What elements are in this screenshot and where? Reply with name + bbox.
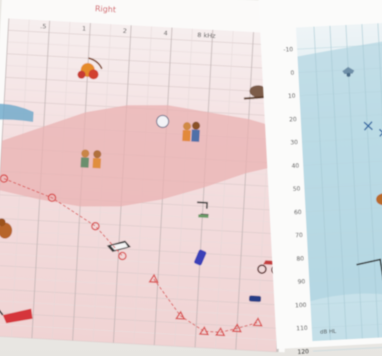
gridline-horizontal bbox=[308, 253, 382, 259]
gridline-vertical bbox=[345, 24, 363, 339]
gridline-horizontal bbox=[309, 276, 382, 282]
gridline-horizontal bbox=[312, 346, 382, 352]
faucet-icon bbox=[197, 201, 209, 218]
gridline-vertical bbox=[313, 26, 331, 341]
db-tick-label: 60 bbox=[294, 209, 302, 216]
frequency-tick-label: 8 kHz bbox=[197, 31, 216, 40]
blue-water-band bbox=[0, 103, 34, 122]
left-speech-band bbox=[297, 40, 382, 302]
db-tick-label: 0 bbox=[290, 70, 294, 77]
frequency-tick-label: 1 bbox=[82, 25, 87, 33]
x-mark bbox=[363, 121, 373, 131]
car-icon bbox=[248, 295, 262, 303]
gridline-vertical bbox=[235, 32, 254, 350]
db-tick-label: 10 bbox=[288, 93, 296, 100]
speech-banana bbox=[0, 105, 289, 207]
triangle-threshold-point bbox=[175, 310, 186, 320]
triangle-threshold-point bbox=[215, 326, 226, 337]
circle-threshold-point bbox=[118, 251, 127, 261]
piano-icon bbox=[106, 240, 131, 252]
lawnmower-handle-right bbox=[356, 258, 382, 298]
db-tick-label: 70 bbox=[295, 232, 303, 239]
gridline-vertical bbox=[215, 30, 234, 349]
chandelier-icon bbox=[342, 66, 355, 77]
db-tick-label: -10 bbox=[283, 46, 293, 54]
children-icon bbox=[182, 121, 201, 142]
gridline-horizontal bbox=[310, 299, 382, 305]
db-tick-label: 120 bbox=[297, 348, 309, 356]
db-tick-label: 50 bbox=[293, 186, 301, 193]
gridline-vertical bbox=[194, 29, 214, 348]
db-tick-label: 100 bbox=[295, 302, 307, 310]
db-tick-label: 110 bbox=[296, 325, 308, 333]
ear-label: Right bbox=[95, 4, 117, 14]
phone-icon bbox=[194, 249, 207, 266]
clock-icon bbox=[156, 114, 170, 128]
gridline-horizontal bbox=[297, 44, 382, 50]
dog-icon-right bbox=[376, 193, 382, 206]
frequency-tick-label: .5 bbox=[40, 22, 47, 30]
gridline-horizontal bbox=[305, 206, 382, 213]
gridline-vertical bbox=[361, 24, 379, 338]
left-ear-marks bbox=[363, 121, 382, 137]
leaves-icon bbox=[77, 57, 103, 80]
circle-series-line bbox=[3, 178, 123, 257]
gridline-horizontal bbox=[300, 113, 382, 120]
gridline-horizontal bbox=[303, 160, 382, 166]
db-tick-label: 30 bbox=[290, 139, 298, 146]
dog-icon bbox=[0, 218, 13, 239]
gridline-vertical bbox=[329, 25, 347, 340]
db-unit-label: dB HL bbox=[320, 329, 337, 336]
db-tick-label: 40 bbox=[291, 163, 299, 170]
gridline-horizontal bbox=[299, 90, 382, 96]
frequency-tick-label: 4 bbox=[163, 29, 168, 37]
gridline-vertical bbox=[377, 23, 382, 337]
triangle-series-line bbox=[153, 278, 258, 333]
triangle-threshold-point bbox=[198, 326, 210, 336]
triangle-threshold-point bbox=[231, 323, 242, 333]
gridline-horizontal bbox=[301, 137, 382, 143]
gridline-horizontal bbox=[298, 67, 382, 73]
db-axis: -10 0 10 20 30 40 50 60 70 80 90 100 110 120 bbox=[283, 46, 309, 356]
x-mark bbox=[378, 128, 382, 137]
gridline-vertical bbox=[0, 18, 10, 336]
triangle-threshold-point bbox=[252, 317, 263, 327]
threshold-marks bbox=[0, 174, 263, 337]
circle-threshold-point bbox=[0, 174, 9, 183]
children-talking-icon bbox=[80, 149, 102, 169]
triangle-threshold-point bbox=[148, 273, 159, 283]
gridline-horizontal bbox=[311, 322, 382, 329]
db-tick-label: 90 bbox=[297, 279, 305, 286]
gridline-horizontal bbox=[304, 183, 382, 189]
db-tick-label: 20 bbox=[289, 116, 297, 123]
frequency-tick-label: 2 bbox=[123, 27, 128, 35]
circle-threshold-point bbox=[47, 193, 57, 203]
lawnmower-icon bbox=[0, 299, 33, 324]
circle-threshold-point bbox=[91, 221, 100, 231]
sound-illustrations bbox=[0, 57, 281, 324]
db-tick-label: 80 bbox=[296, 255, 304, 262]
frequency-axis: .5 1 2 4 8 kHz bbox=[40, 22, 216, 40]
